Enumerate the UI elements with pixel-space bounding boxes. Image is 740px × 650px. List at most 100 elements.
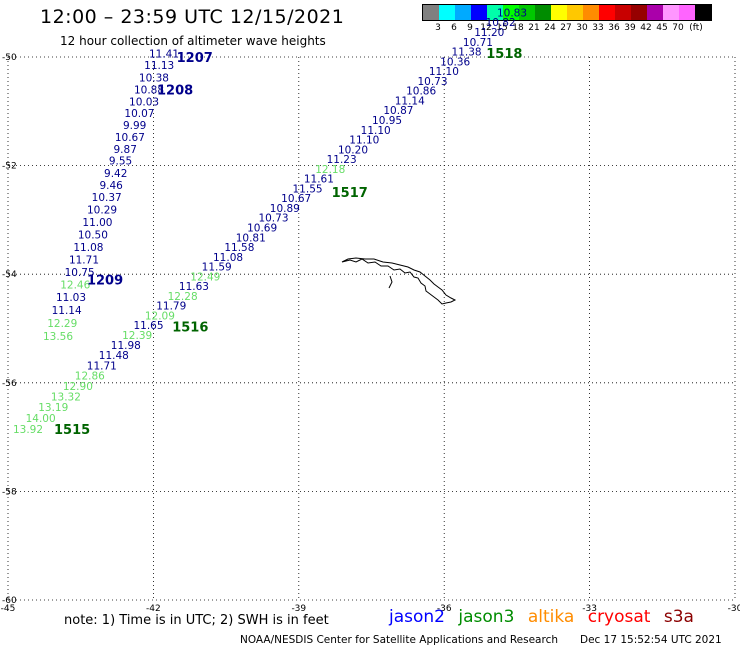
wave-height-label: 9.42: [104, 168, 127, 180]
wave-height-label: 11.41: [149, 49, 179, 61]
wave-height-label: 12.46: [60, 280, 90, 292]
wave-height-label: 10.95: [372, 115, 402, 127]
wave-height-label: 11.10: [429, 66, 459, 78]
legend-labels: 3 6 9 12 15 18 21 24 27 30 33 36 39 42 45 70 (ft): [422, 21, 712, 35]
lon-tick-label: -36: [437, 604, 452, 614]
pass-number-label: 1515: [54, 423, 90, 438]
wave-height-label: 10.37: [92, 192, 122, 204]
legend-label: 21: [528, 23, 540, 33]
lat-tick-label: -50: [2, 53, 17, 63]
wave-height-label: 10.73: [258, 213, 288, 225]
altimeter-tracks: 11.4111.1310.3810.8810.0310.079.9910.679…: [13, 7, 527, 437]
wave-height-label: 11.55: [293, 183, 323, 195]
legend-label: 15: [496, 23, 508, 33]
pass-number-label: 1516: [172, 320, 208, 335]
wave-height-label: 10.73: [417, 76, 447, 88]
wave-height-label: 11.71: [69, 255, 99, 267]
wave-height-label: 10.82: [486, 17, 516, 29]
legend-unit: (ft): [689, 23, 703, 33]
legend-swatch: [519, 5, 535, 20]
pass-number-label: 1518: [486, 47, 522, 62]
mission-jason2: jason2: [389, 607, 445, 627]
wave-height-label: 11.58: [224, 242, 254, 254]
wave-height-label: 11.08: [213, 252, 243, 264]
legend-label: 27: [560, 23, 572, 33]
wave-height-label: 13.56: [43, 331, 73, 343]
cryosat-track: 11.4111.1310.3810.8810.0310.079.9910.679…: [43, 49, 213, 343]
legend-swatch: [551, 5, 567, 20]
wave-height-label: 11.14: [52, 305, 82, 317]
wave-height-label: 9.55: [109, 156, 132, 168]
legend-swatches: [422, 4, 712, 21]
wave-height-label: 12.39: [122, 330, 152, 342]
mission-jason3: jason3: [458, 607, 515, 627]
wave-height-label: 9.46: [99, 180, 123, 192]
legend-swatch: [695, 5, 711, 20]
wave-height-label: 12.18: [315, 164, 345, 176]
legend-swatch: [679, 5, 695, 20]
legend-label: 39: [624, 23, 636, 33]
lon-tick-label: -39: [291, 604, 306, 614]
legend-label: 42: [640, 23, 652, 33]
wave-height-label: 9.99: [123, 120, 146, 132]
legend-label: 30: [576, 23, 588, 33]
legend-label: 6: [451, 23, 457, 33]
lon-tick-label: -42: [146, 604, 161, 614]
legend-swatch: [599, 5, 615, 20]
legend-swatch: [615, 5, 631, 20]
wave-height-label: 11.20: [474, 27, 504, 39]
legend-swatch: [535, 5, 551, 20]
wave-height-label: 11.61: [304, 174, 334, 186]
island-inner-coast: [388, 275, 393, 289]
mission-legend: jason2 jason3 altika cryosat s3a: [389, 607, 702, 627]
wave-height-label: 11.08: [73, 242, 103, 254]
color-legend: 3 6 9 12 15 18 21 24 27 30 33 36 39 42 45 70 (ft): [422, 4, 712, 35]
legend-label: 36: [608, 23, 620, 33]
wave-height-label: 13.19: [38, 402, 68, 414]
wave-height-label: 10.75: [65, 267, 95, 279]
wave-height-label: 11.00: [82, 217, 112, 229]
lon-tick-label: -30: [728, 604, 740, 614]
lat-tick-label: -60: [2, 596, 17, 606]
wave-height-label: 11.38: [452, 47, 482, 59]
wave-height-label: 12.90: [63, 381, 93, 393]
wave-height-label: 12.28: [168, 291, 198, 303]
units-note: note: 1) Time is in UTC; 2) SWH is in fe…: [64, 613, 329, 628]
legend-label: 3: [435, 23, 441, 33]
lat-tick-label: -58: [2, 487, 17, 497]
pass-number-label: 1208: [157, 84, 193, 99]
wave-height-label: 11.10: [349, 135, 379, 147]
map-grid: -45 -42 -39 -36 -33 -30 -50 -52 -54 -56 -58 -60: [1, 53, 740, 614]
wave-height-label: 11.14: [395, 95, 425, 107]
mission-altika: altika: [527, 607, 575, 627]
legend-label: 18: [512, 23, 524, 33]
wave-height-label: 11.98: [111, 340, 141, 352]
lat-tick-label: -56: [2, 379, 17, 389]
wave-height-label: 11.79: [156, 301, 186, 313]
mission-s3a: s3a: [663, 607, 694, 627]
lat-tick-label: -54: [2, 270, 17, 280]
wave-height-label: 11.10: [361, 125, 391, 137]
wave-height-label: 10.86: [406, 86, 436, 98]
wave-height-label: 11.13: [144, 60, 174, 72]
wave-height-label: 10.50: [78, 230, 108, 242]
wave-height-label: 10.88: [134, 85, 164, 97]
lon-tick-label: -33: [582, 604, 597, 614]
wave-height-label: 10.81: [236, 232, 266, 244]
wave-height-label: 11.48: [99, 350, 129, 362]
wave-height-label: 11.23: [327, 154, 357, 166]
legend-swatch: [455, 5, 471, 20]
wave-height-label: 12.29: [47, 318, 77, 330]
legend-swatch: [583, 5, 599, 20]
wave-height-label: 13.32: [51, 391, 81, 403]
pass-number-label: 1209: [87, 274, 123, 289]
legend-swatch: [567, 5, 583, 20]
wave-height-label: 13.92: [13, 424, 43, 436]
legend-swatch: [663, 5, 679, 20]
wave-height-label: 11.03: [56, 292, 86, 304]
wave-height-label: 10.87: [383, 105, 413, 117]
footer-credit: NOAA/NESDIS Center for Satellite Applica…: [240, 634, 558, 646]
legend-label: 45: [656, 23, 668, 33]
wave-height-label: 10.83: [497, 7, 527, 19]
